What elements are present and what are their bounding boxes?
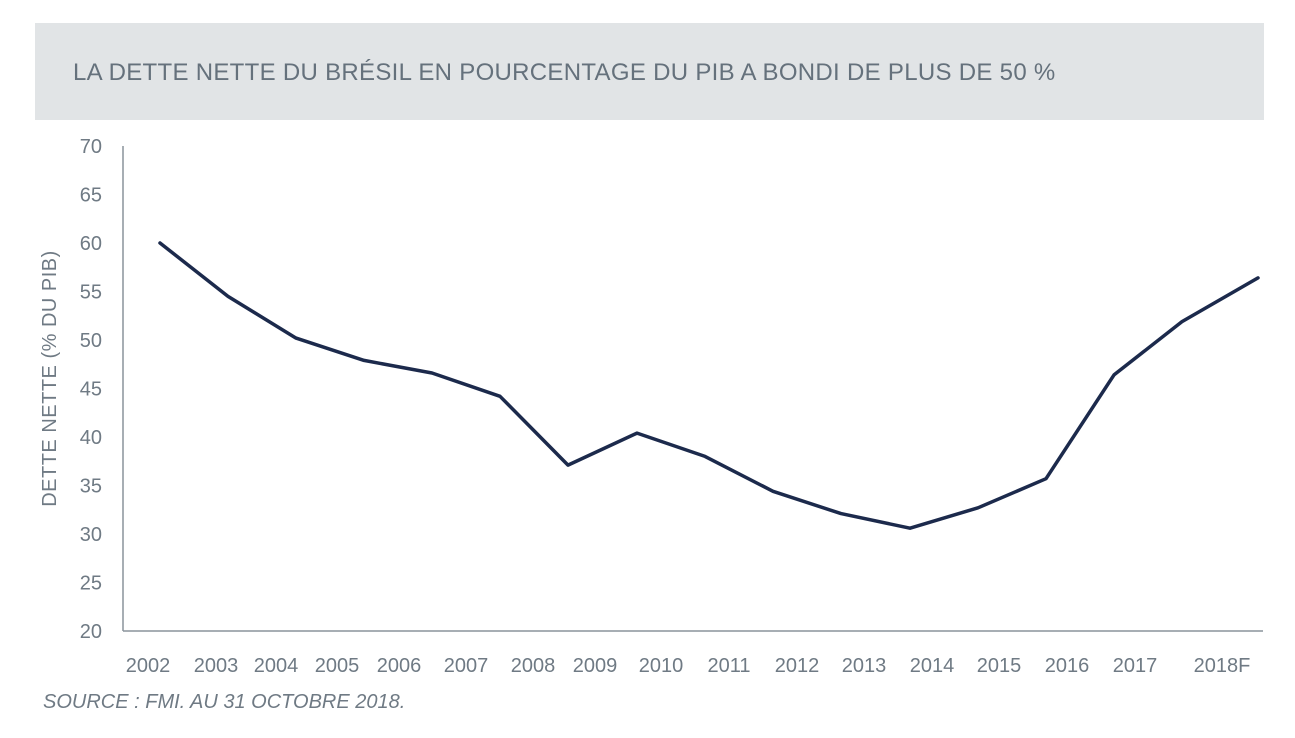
y-tick-label: 35 [80, 476, 102, 498]
x-tick-label: 2005 [315, 655, 360, 677]
y-tick-label: 40 [80, 427, 102, 449]
x-tick-label: 2008 [511, 655, 556, 677]
series-line [158, 241, 1260, 530]
chart-title-bar: LA DETTE NETTE DU BRÉSIL EN POURCENTAGE … [35, 23, 1264, 120]
y-tick-label: 30 [80, 524, 102, 546]
x-tick-label: 2004 [254, 655, 299, 677]
x-tick-label: 2009 [573, 655, 618, 677]
x-tick-label: 2015 [977, 655, 1022, 677]
x-tick-label: 2010 [639, 655, 684, 677]
y-tick-label: 55 [80, 282, 102, 304]
x-tick-label: 2012 [775, 655, 820, 677]
y-tick-label: 70 [80, 136, 102, 158]
y-tick-label: 45 [80, 379, 102, 401]
x-tick-label: 2014 [910, 655, 955, 677]
chart-title: LA DETTE NETTE DU BRÉSIL EN POURCENTAGE … [73, 59, 1056, 86]
x-tick-label: 2007 [444, 655, 489, 677]
x-tick-label: 2003 [194, 655, 239, 677]
source-note: SOURCE : FMI. AU 31 OCTOBRE 2018. [43, 691, 406, 713]
x-tick-label: 2002 [126, 655, 171, 677]
y-tick-label: 20 [80, 621, 102, 643]
y-tick-label: 60 [80, 233, 102, 255]
y-axis-title: DETTE NETTE (% DU PIB) [39, 250, 61, 507]
x-tick-label: 2006 [377, 655, 422, 677]
y-tick-label: 25 [80, 573, 102, 595]
y-tick-label: 50 [80, 330, 102, 352]
x-tick-label: 2013 [842, 655, 887, 677]
x-tick-label: 2011 [707, 655, 750, 677]
y-tick-label: 65 [80, 185, 102, 207]
x-tick-label: 2016 [1045, 655, 1090, 677]
x-tick-label: 2018F [1194, 655, 1251, 677]
x-tick-label: 2017 [1113, 655, 1158, 677]
